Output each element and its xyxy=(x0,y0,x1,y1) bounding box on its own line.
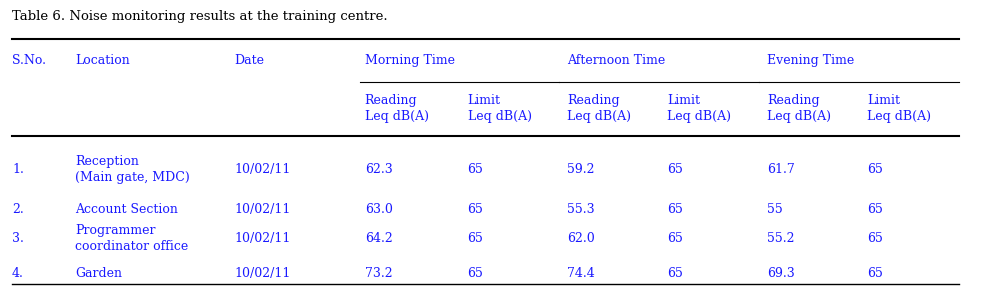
Text: 65: 65 xyxy=(867,163,883,175)
Text: Reception
(Main gate, MDC): Reception (Main gate, MDC) xyxy=(75,155,190,184)
Text: 65: 65 xyxy=(867,267,883,279)
Text: 62.3: 62.3 xyxy=(365,163,393,175)
Text: 65: 65 xyxy=(667,203,683,216)
Text: Location: Location xyxy=(75,54,130,66)
Text: 62.0: 62.0 xyxy=(567,232,595,245)
Text: 3.: 3. xyxy=(12,232,24,245)
Text: Reading
Leq dB(A): Reading Leq dB(A) xyxy=(567,94,631,123)
Text: 69.3: 69.3 xyxy=(767,267,795,279)
Text: 55.2: 55.2 xyxy=(767,232,795,245)
Text: Limit
Leq dB(A): Limit Leq dB(A) xyxy=(667,94,731,123)
Text: 65: 65 xyxy=(667,232,683,245)
Text: Table 6. Noise monitoring results at the training centre.: Table 6. Noise monitoring results at the… xyxy=(12,10,388,23)
Text: Limit
Leq dB(A): Limit Leq dB(A) xyxy=(468,94,531,123)
Text: 64.2: 64.2 xyxy=(365,232,393,245)
Text: Reading
Leq dB(A): Reading Leq dB(A) xyxy=(767,94,831,123)
Text: Account Section: Account Section xyxy=(75,203,178,216)
Text: 65: 65 xyxy=(867,203,883,216)
Text: 73.2: 73.2 xyxy=(365,267,393,279)
Text: Limit
Leq dB(A): Limit Leq dB(A) xyxy=(867,94,931,123)
Text: 61.7: 61.7 xyxy=(767,163,795,175)
Text: 74.4: 74.4 xyxy=(567,267,595,279)
Text: 65: 65 xyxy=(667,163,683,175)
Text: 65: 65 xyxy=(468,267,484,279)
Text: Afternoon Time: Afternoon Time xyxy=(567,54,665,66)
Text: Reading
Leq dB(A): Reading Leq dB(A) xyxy=(365,94,429,123)
Text: Morning Time: Morning Time xyxy=(365,54,455,66)
Text: 59.2: 59.2 xyxy=(567,163,595,175)
Text: S.No.: S.No. xyxy=(12,54,46,66)
Text: 65: 65 xyxy=(867,232,883,245)
Text: 10/02/11: 10/02/11 xyxy=(235,163,291,175)
Text: 65: 65 xyxy=(468,163,484,175)
Text: 4.: 4. xyxy=(12,267,24,279)
Text: 2.: 2. xyxy=(12,203,24,216)
Text: 55: 55 xyxy=(767,203,783,216)
Text: 63.0: 63.0 xyxy=(365,203,393,216)
Text: Programmer
coordinator office: Programmer coordinator office xyxy=(75,224,188,253)
Text: Evening Time: Evening Time xyxy=(767,54,854,66)
Text: 10/02/11: 10/02/11 xyxy=(235,267,291,279)
Text: 65: 65 xyxy=(667,267,683,279)
Text: 65: 65 xyxy=(468,203,484,216)
Text: 55.3: 55.3 xyxy=(567,203,595,216)
Text: Date: Date xyxy=(235,54,265,66)
Text: 10/02/11: 10/02/11 xyxy=(235,232,291,245)
Text: 10/02/11: 10/02/11 xyxy=(235,203,291,216)
Text: 65: 65 xyxy=(468,232,484,245)
Text: 1.: 1. xyxy=(12,163,24,175)
Text: Garden: Garden xyxy=(75,267,122,279)
